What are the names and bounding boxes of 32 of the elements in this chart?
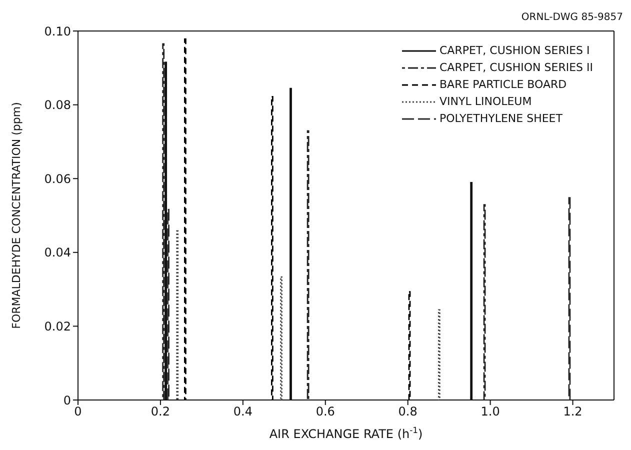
bar xyxy=(184,38,186,400)
x-tick-label: 0.2 xyxy=(150,404,170,419)
x-tick-label: 0.4 xyxy=(233,404,252,419)
legend-label: BARE PARTICLE BOARD xyxy=(440,78,567,91)
y-tick-label: 0.06 xyxy=(44,172,71,186)
bar xyxy=(408,291,411,400)
x-tick-label: 1.0 xyxy=(480,404,500,419)
legend-label: POLYETHYLENE SHEET xyxy=(440,112,562,125)
x-tick-label: 0.6 xyxy=(316,404,335,419)
y-tick-label: 0.10 xyxy=(44,24,71,38)
x-tick-label: 0 xyxy=(74,404,82,419)
legend-label: CARPET, CUSHION SERIES I xyxy=(440,44,590,57)
x-tick-label: 1.2 xyxy=(563,404,582,419)
bar xyxy=(438,309,440,400)
x-axis-title: AIR EXCHANGE RATE (h$^{-1}$) xyxy=(269,425,423,441)
y-tick-label: 0.04 xyxy=(44,246,71,260)
bar xyxy=(568,197,571,400)
y-tick-label: 0.08 xyxy=(44,98,71,112)
x-tick-label: 0.8 xyxy=(398,404,418,419)
bar xyxy=(167,208,170,400)
bar xyxy=(162,43,165,400)
bar xyxy=(280,276,282,400)
bar xyxy=(306,130,310,400)
y-tick-label: 0 xyxy=(63,393,71,408)
legend-label: VINYL LINOLEUM xyxy=(440,95,532,108)
y-tick-label: 0.02 xyxy=(44,319,71,334)
legend-label: CARPET, CUSHION SERIES II xyxy=(440,61,593,74)
bar xyxy=(483,204,486,400)
bar xyxy=(176,230,179,400)
bar xyxy=(270,96,274,400)
text: ORNL-DWG 85-9857 xyxy=(521,12,623,23)
y-axis-title: FORMALDEHYDE CONCENTRATION (ppm) xyxy=(10,102,23,329)
